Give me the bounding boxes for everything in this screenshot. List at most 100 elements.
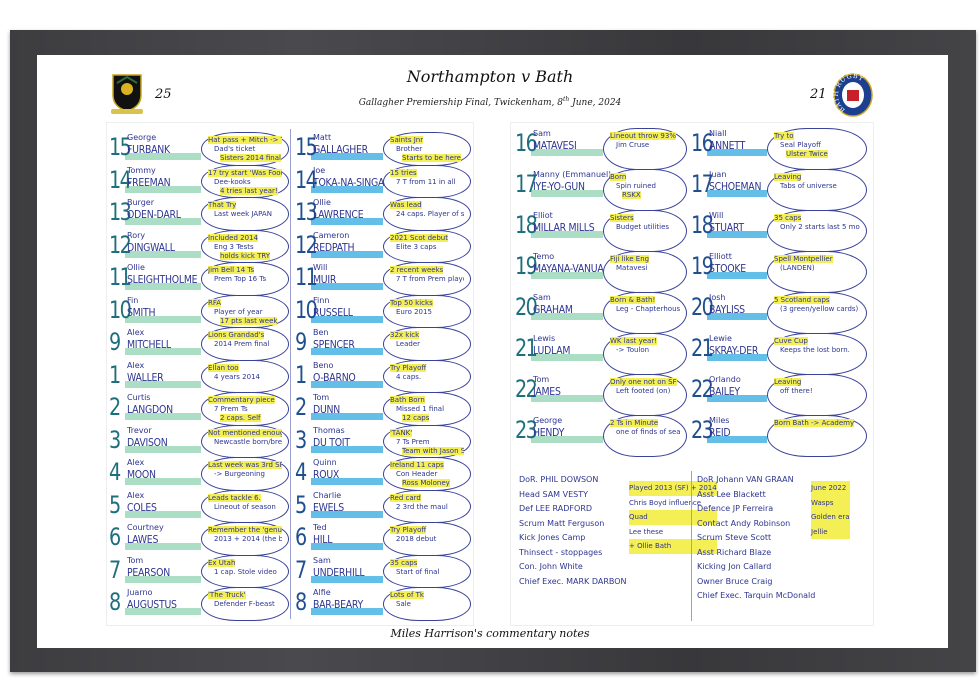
note-line: Missed 1 final — [390, 405, 464, 414]
player-number: 4 — [109, 458, 121, 486]
note-text: Leaving — [774, 378, 802, 386]
note-line: 35 caps — [774, 214, 860, 223]
note-text: 1 cap. Stole video — [214, 567, 277, 576]
note-line: 2021 Scot debut — [390, 233, 464, 243]
note-text: 4 caps. — [396, 372, 422, 381]
player-entry: 6 Courtney LAWES — [109, 523, 205, 556]
note-text: Starts to be here — [402, 154, 461, 162]
staff-line: Asst Richard Blaze — [697, 547, 772, 557]
player-number: 10 — [295, 295, 318, 324]
player-first-name: Temo — [533, 252, 555, 261]
name-highlight — [125, 315, 201, 323]
player-first-name: Sam — [313, 555, 331, 565]
player-number: 8 — [109, 588, 121, 616]
note-bubble: That Try Last week JAPAN — [201, 197, 289, 231]
match-subtitle: Gallagher Premiership Final, Twickenham,… — [358, 96, 622, 108]
player-first-name: Alex — [127, 360, 145, 370]
note-bubble: Lions Grandad's 2014 Prem final — [201, 327, 289, 361]
player-first-name: Elliot — [533, 211, 553, 220]
note-bubble: Spell Montpellier (LANDEN) — [767, 251, 867, 293]
player-surname: MAYANA-VANUA — [533, 262, 604, 275]
note-text: Elite 3 caps — [396, 242, 437, 251]
note-text: RFA — [208, 298, 222, 307]
note-line: Try Playoff — [390, 363, 464, 373]
name-highlight — [125, 543, 201, 550]
note-line: 2 3rd the maul — [390, 503, 464, 512]
player-entry: 20 Josh BAYLISS — [691, 293, 771, 334]
note-line: Only 2 starts last 5 months — [774, 223, 860, 232]
note-text: Keeps the lost born. — [780, 346, 850, 354]
player-first-name: Curtis — [127, 393, 151, 402]
note-text: Dad's ticket — [214, 145, 256, 153]
player-first-name: Fin — [127, 295, 139, 305]
player-surname: MOON — [127, 468, 156, 481]
staff-line: Asst Lee Blackett — [697, 489, 766, 499]
note-line: Lions Grandad's — [208, 331, 282, 340]
note-line: Leg - Chapterhouse — [610, 305, 680, 314]
player-number: 9 — [295, 328, 307, 356]
note-line: 15 tries — [390, 168, 464, 178]
player-number: 11 — [109, 263, 132, 291]
note-text: Missed 1 final — [396, 405, 445, 413]
player-first-name: Alfie — [313, 588, 331, 597]
player-surname: HENDY — [533, 426, 565, 439]
name-highlight — [311, 380, 383, 388]
player-entry: 14 Joe TOKA-NA-SINGA — [295, 166, 387, 199]
note-bubble: Ex Utah 1 cap. Stole video — [201, 554, 289, 588]
note-line: Try Playoff — [390, 526, 464, 535]
note-text: Try Playoff — [390, 363, 427, 372]
player-number: 18 — [515, 211, 538, 239]
note-bubble: Only one not on SF Left footed (on) — [603, 374, 687, 416]
player-entry: 7 Sam UNDERHILL — [295, 556, 387, 589]
note-line: 5 Scotland caps — [774, 296, 860, 305]
player-surname: COLES — [127, 500, 157, 514]
note-text: Fiji like Eng — [610, 255, 650, 263]
player-first-name: Finn — [313, 295, 330, 305]
note-line: Leader — [390, 340, 464, 349]
note-text: 7 T from Prem playoff — [396, 275, 464, 283]
note-line: Con Header — [390, 470, 464, 479]
note-text: WK last year! — [610, 337, 658, 345]
note-line: Budget utilities — [610, 223, 680, 232]
bath-score: 21 — [810, 87, 827, 102]
player-first-name: George — [533, 416, 563, 425]
note-bubble: 'The Truck' Defender F-beast — [201, 587, 289, 621]
note-line: (3 green/yellow cards) — [774, 305, 860, 314]
name-highlight — [707, 436, 767, 443]
note-text: 2018 debut — [396, 535, 437, 543]
note-line: Eng 3 Tests — [208, 243, 282, 252]
staff-line: Defence JP Ferreira — [697, 504, 774, 513]
note-bubble: 32x kick Leader — [383, 327, 471, 361]
player-number: 7 — [295, 555, 307, 584]
note-bubble: Leaving off there! — [767, 374, 867, 416]
note-text: Last week JAPAN — [214, 210, 272, 218]
name-highlight — [311, 543, 383, 550]
name-highlight — [311, 348, 383, 355]
note-text: Saints Jnr — [390, 136, 424, 144]
player-surname: GRAHAM — [533, 303, 573, 316]
staff-line: Lee these — [629, 527, 664, 536]
player-number: 5 — [109, 490, 121, 519]
caption: Miles Harrison's commentary notes — [390, 627, 590, 640]
note-line: 12 caps — [390, 414, 464, 423]
name-highlight — [125, 153, 201, 160]
player-first-name: Charlie — [313, 490, 342, 500]
name-highlight — [707, 395, 767, 402]
name-highlight — [125, 250, 201, 258]
player-number: 16 — [515, 129, 538, 157]
name-highlight — [125, 445, 201, 453]
player-first-name: Orlando — [709, 375, 741, 384]
note-bubble: Born Spin ruined RSKX — [603, 169, 687, 211]
note-text: Lineout throw 93% — [610, 132, 676, 140]
note-line: Tabs of universe — [774, 182, 860, 191]
note-text: That Try — [208, 201, 237, 209]
name-highlight — [311, 575, 383, 583]
staff-line: Jellie — [811, 524, 850, 539]
note-text: Budget utilities — [616, 223, 670, 231]
note-line: Remember the 'genuine' standard — [208, 526, 282, 535]
player-surname: UNDERHILL — [313, 565, 365, 579]
note-line: Not mentioned enough — [208, 428, 282, 438]
note-text: Last week was 3rd SF — [208, 461, 282, 469]
note-line: Born Bath -> Academy — [774, 419, 860, 428]
